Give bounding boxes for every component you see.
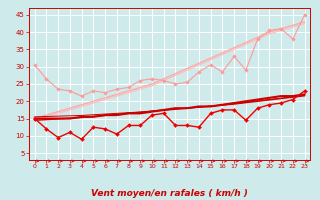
- X-axis label: Vent moyen/en rafales ( km/h ): Vent moyen/en rafales ( km/h ): [91, 189, 248, 198]
